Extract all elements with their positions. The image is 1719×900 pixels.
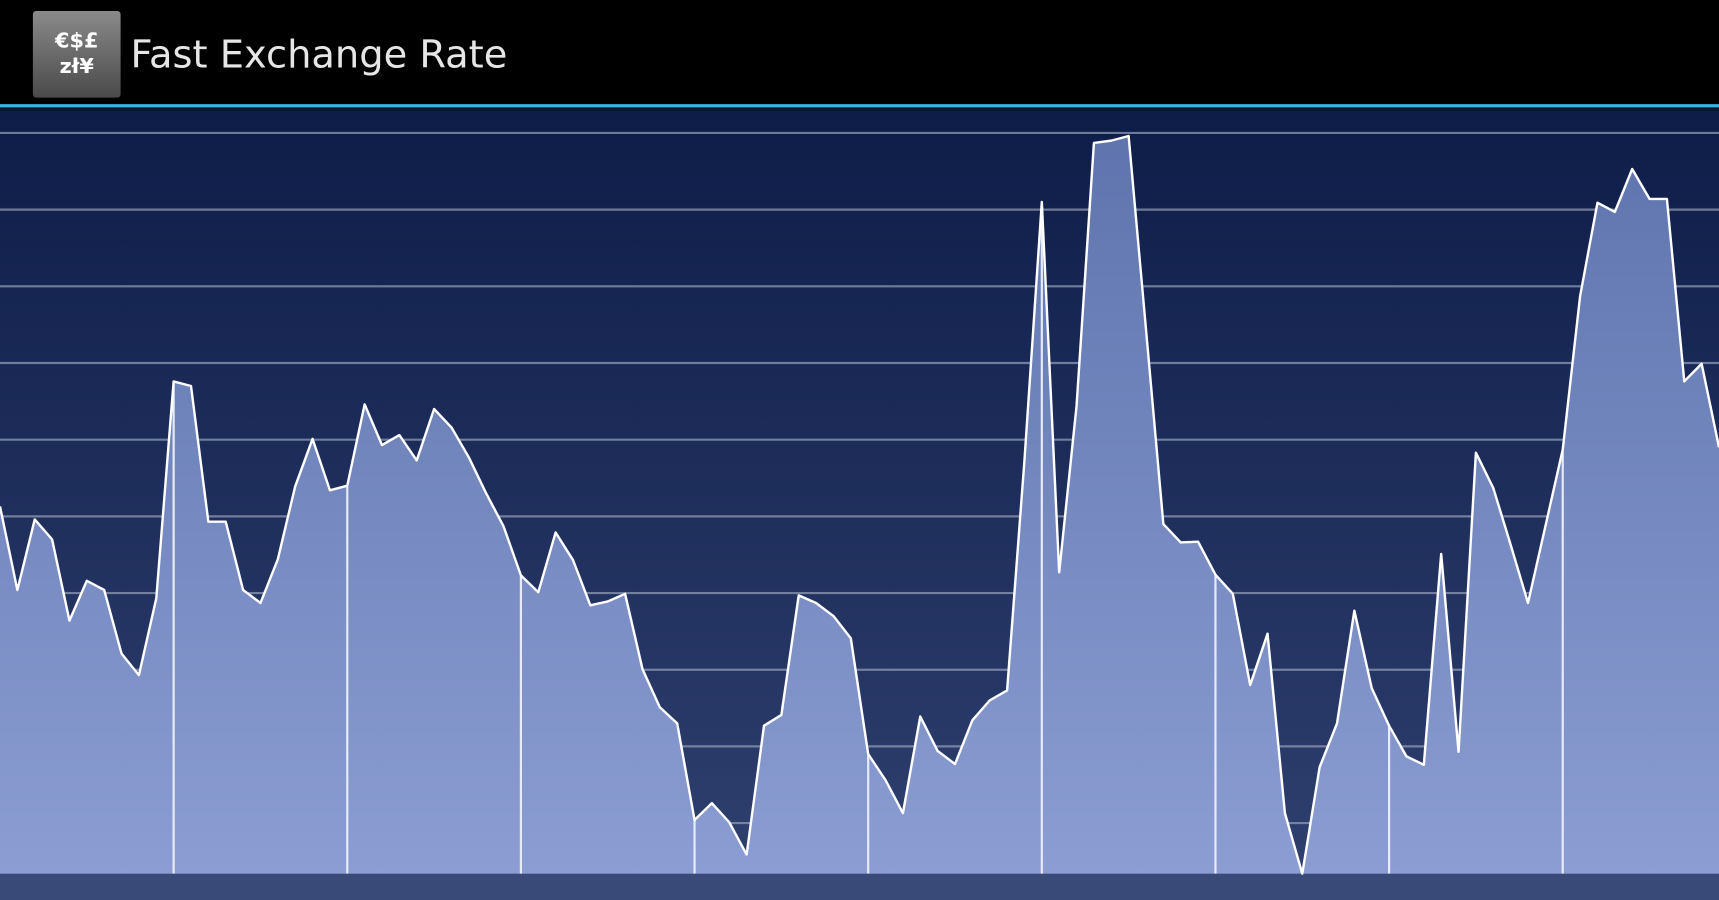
divider — [0, 104, 1719, 108]
app-title: Fast Exchange Rate — [130, 33, 507, 78]
app-bar — [0, 0, 1719, 104]
app-icon[interactable] — [32, 10, 121, 98]
plot-footer — [0, 873, 1719, 900]
area-line — [0, 134, 1719, 875]
icon-text: zł¥ — [60, 54, 95, 78]
divider-shadow — [0, 107, 1719, 111]
icon-text: €$£ — [54, 29, 98, 53]
area-fill — [0, 136, 1719, 874]
